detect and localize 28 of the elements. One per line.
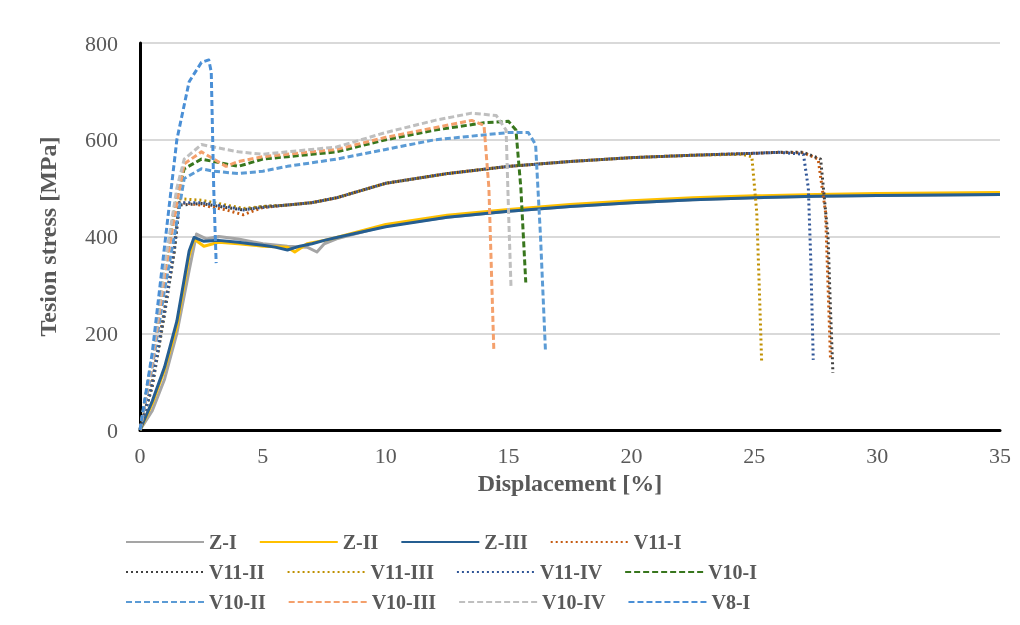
legend-label: V10-I: [708, 561, 758, 583]
x-tick-label: 20: [620, 442, 643, 468]
legend-label: V10-II: [209, 591, 266, 613]
legend-label: Z-III: [484, 531, 528, 553]
legend-label: V11-II: [209, 561, 265, 583]
y-tick-label: 800: [85, 30, 118, 56]
y-axis-title: Tesion stress [MPa]: [35, 136, 61, 337]
legend-label: V10-III: [371, 591, 437, 613]
y-tick-label: 200: [85, 320, 118, 346]
x-tick-label: 5: [257, 442, 269, 468]
legend-label: Z-II: [342, 531, 379, 553]
x-axis-title: Displacement [%]: [477, 469, 663, 496]
x-tick-label: 0: [134, 442, 146, 468]
legend-label: Z-I: [209, 531, 237, 553]
legend-label: V11-III: [370, 561, 435, 583]
line-series: [138, 58, 218, 432]
y-tick-label: 0: [107, 417, 118, 443]
x-tick-label: 15: [497, 442, 520, 468]
y-tick-label: 600: [85, 127, 118, 153]
x-tick-label: 10: [374, 442, 397, 468]
x-tick-label: 30: [866, 442, 889, 468]
legend-label: V10-IV: [542, 591, 607, 613]
legend-label: V8-I: [711, 591, 751, 613]
legend-label: V11-IV: [539, 561, 603, 583]
x-tick-label: 35: [989, 442, 1011, 468]
x-tick-label: 25: [743, 442, 766, 468]
y-tick-label: 400: [85, 224, 118, 249]
legend-label: V11-I: [633, 531, 682, 553]
